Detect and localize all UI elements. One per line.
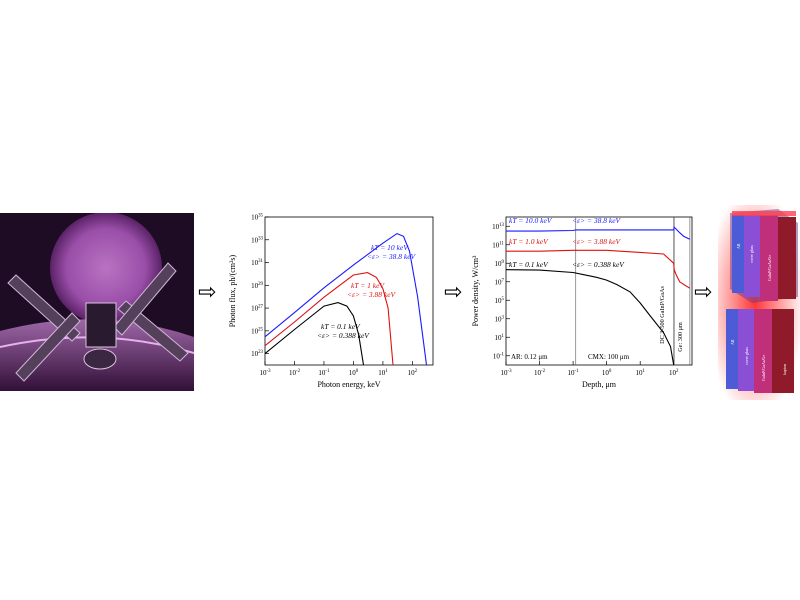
x-tick-label: 100 (602, 369, 612, 377)
y-tick-label: 109 (495, 260, 505, 268)
series-annotation: kT = 0.1 keV (321, 322, 361, 331)
x-tick-label: 10-1 (568, 369, 580, 377)
layer-label-cover-glass: cover glass (744, 347, 749, 365)
layer-label-dc: DC 3-500 GaInP/GaAs (659, 286, 666, 344)
layer-label-ar: AR (736, 243, 741, 249)
layer-label-cmx: CMX: 100 μm (588, 353, 630, 361)
x-tick-label: 102 (669, 369, 679, 377)
y-axis-label: Photon flux, ph/(cm²s) (228, 254, 237, 327)
y-tick-label: 1025 (251, 327, 263, 335)
series-line-0 (264, 232, 428, 366)
x-tick-label: 10-1 (318, 369, 330, 377)
satellite-photo (0, 213, 194, 391)
flow-arrow-icon: ⇨ (444, 280, 463, 305)
series-annotation: kT = 10.0 keV (509, 216, 553, 225)
flow-arrow-icon: ⇨ (198, 280, 217, 305)
series-annotation: <ε> = 38.8 keV (572, 216, 622, 225)
power-density-chart: 10-3 10-2 10-1 100 101 102 10-1 101 103 105 107 109… (471, 216, 693, 389)
layer-label-kapton: kapton (782, 364, 787, 375)
photon-flux-chart: 10-3 10-2 10-1 100 101 102 1023 1025 1027 1029 103… (228, 214, 434, 389)
layer-label-ge: Ge: 300 μm (677, 322, 684, 352)
y-axis-label: Power density, W/cm³ (471, 255, 480, 326)
sun-disk (50, 213, 162, 324)
series-annotation: kT = 1 keV (351, 281, 385, 290)
solar-cell-stack-upper (730, 209, 798, 303)
plot-frame (264, 216, 434, 366)
y-tick-label: 1011 (492, 241, 504, 249)
x-tick-label: 10-2 (534, 369, 546, 377)
series-line-2 (264, 302, 365, 366)
y-tick-label: 10-1 (493, 352, 505, 360)
plot-frame (505, 216, 693, 366)
y-tick-label: 105 (495, 297, 505, 305)
layer-label-gainp: GaInP/GaAs/Ge (761, 355, 766, 381)
layer-label-cover-glass: cover glass (749, 245, 754, 263)
series-annotation: <ε> = 38.8 keV (367, 252, 417, 261)
x-axis-label: Photon energy, keV (317, 380, 380, 389)
y-tick-label: 107 (495, 278, 505, 286)
series-line-1 (264, 272, 394, 366)
x-tick-label: 100 (349, 369, 359, 377)
series-line-1 (506, 249, 691, 289)
x-tick-label: 102 (408, 369, 418, 377)
series-line-2 (505, 269, 675, 366)
multijunction-solar-cell-diagram: AR cover glass GaInP/GaAs/Ge AR cover gl… (718, 205, 800, 400)
y-tick-label: 1035 (251, 214, 263, 222)
x-tick-label: 10-3 (500, 369, 512, 377)
y-tick-label: 1023 (251, 350, 263, 358)
series-annotation: kT = 10 keV (371, 243, 409, 252)
x-tick-label: 10-3 (259, 369, 271, 377)
series-annotation: kT = 1.0 keV (509, 237, 549, 246)
satellite (7, 262, 189, 382)
series-annotation: <ε> = 3.88 keV (347, 290, 397, 299)
solar-cell-stack-lower (726, 309, 794, 393)
y-tick-label: 1031 (251, 259, 263, 267)
x-tick-label: 101 (635, 369, 645, 377)
layer-label-ar: AR: 0.12 μm (511, 353, 548, 361)
series-line-0 (506, 225, 691, 240)
layer-label-ar: AR (730, 339, 735, 345)
series-annotation: <ε> = 0.388 keV (317, 331, 370, 340)
series-annotation: <ε> = 0.388 keV (572, 260, 625, 269)
y-tick-label: 101 (495, 334, 505, 342)
y-tick-label: 1029 (251, 282, 263, 290)
layer-label-gainp: GaInP/GaAs/Ge (767, 255, 772, 281)
x-axis-label: Depth, μm (582, 380, 617, 389)
x-tick-label: 10-2 (289, 369, 301, 377)
y-tick-label: 1027 (251, 305, 263, 313)
y-tick-label: 103 (495, 315, 505, 323)
series-annotation: kT = 0.1 keV (509, 260, 549, 269)
y-tick-label: 1013 (492, 223, 504, 231)
series-annotation: <ε> = 3.88 keV (572, 237, 622, 246)
flow-arrow-icon: ⇨ (694, 280, 713, 305)
x-tick-label: 101 (378, 369, 388, 377)
y-tick-label: 1033 (251, 236, 263, 244)
